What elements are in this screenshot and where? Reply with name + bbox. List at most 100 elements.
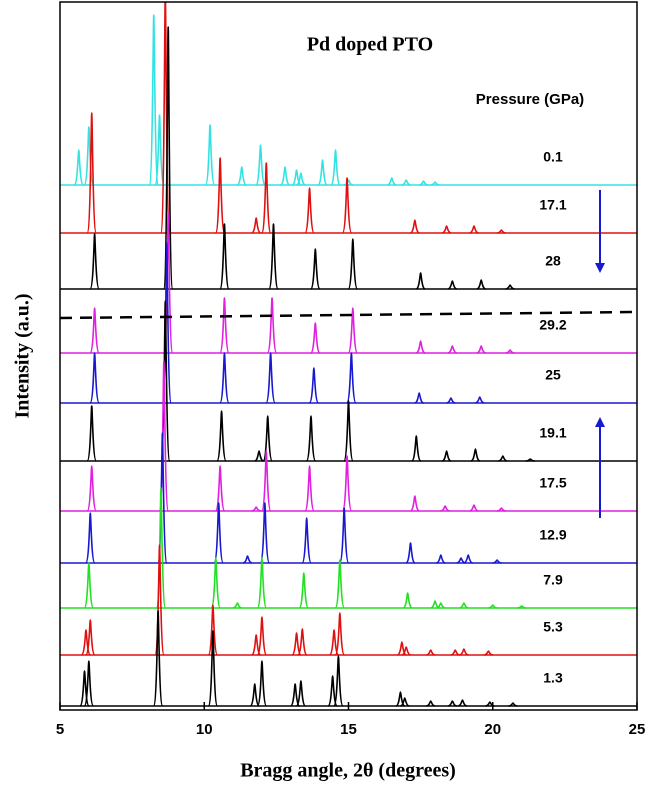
series-label: 25 — [545, 367, 561, 383]
peak — [476, 345, 486, 354]
peak — [280, 166, 290, 186]
peak — [260, 450, 272, 512]
peak — [89, 352, 100, 404]
peak — [295, 680, 307, 707]
peak — [447, 345, 458, 354]
peak — [341, 455, 353, 512]
peak — [401, 646, 411, 656]
peak — [346, 352, 357, 404]
peak — [213, 502, 224, 564]
peak — [305, 415, 317, 462]
peak — [86, 405, 98, 462]
peak — [310, 322, 321, 354]
peak — [459, 648, 469, 656]
peak — [310, 248, 321, 290]
peak — [256, 616, 268, 656]
peak — [334, 559, 346, 609]
x-tick-label: 15 — [340, 721, 357, 738]
x-tick-label: 25 — [629, 721, 646, 738]
peak — [414, 392, 424, 404]
peak — [259, 502, 271, 564]
peak — [148, 14, 160, 186]
peak — [162, 26, 174, 290]
peak — [73, 149, 85, 186]
peak — [154, 114, 165, 186]
peak — [401, 179, 411, 186]
peak — [89, 307, 100, 354]
series-label: 5.3 — [543, 619, 563, 635]
peak — [446, 397, 456, 404]
peak — [216, 410, 227, 462]
peak — [476, 279, 486, 290]
peak — [86, 465, 98, 512]
peak — [456, 557, 466, 564]
peak — [251, 217, 262, 234]
chart-title: Pd doped PTO — [307, 34, 433, 56]
peak — [347, 238, 359, 290]
peak — [483, 650, 494, 656]
peak — [266, 297, 278, 354]
peak — [415, 272, 426, 290]
peak — [409, 495, 420, 512]
peak — [301, 517, 312, 564]
peak — [405, 542, 416, 564]
peak — [517, 605, 527, 609]
peak — [387, 177, 397, 186]
peak — [152, 610, 164, 707]
peak — [343, 400, 354, 462]
peak — [411, 435, 422, 462]
peak — [430, 600, 440, 609]
peak — [204, 124, 216, 186]
peak — [83, 562, 95, 609]
peak — [334, 612, 346, 656]
series-label: 0.1 — [543, 149, 563, 165]
peak — [207, 604, 219, 656]
peak — [341, 177, 353, 234]
peak — [328, 629, 340, 656]
peak — [232, 602, 243, 609]
peak — [249, 683, 261, 707]
series-label: 1.3 — [543, 670, 563, 686]
peak — [525, 458, 535, 462]
peak — [440, 505, 450, 512]
peak — [327, 675, 338, 707]
x-tick-label: 20 — [484, 721, 501, 738]
series-label: 17.1 — [539, 197, 566, 213]
peak — [214, 157, 226, 234]
peak — [317, 159, 328, 186]
x-tick-label: 5 — [56, 721, 64, 738]
peak — [250, 634, 262, 656]
peak — [85, 512, 96, 564]
peak — [402, 592, 413, 609]
plot-frame — [59, 1, 638, 711]
peak — [289, 683, 301, 707]
peak — [450, 649, 460, 656]
peak — [219, 223, 230, 290]
peak — [447, 700, 457, 707]
peak — [415, 340, 426, 354]
peak — [488, 604, 498, 609]
peak — [262, 415, 274, 462]
legend-title: Pressure (GPa) — [476, 91, 584, 108]
peak — [441, 225, 452, 234]
peak — [210, 557, 222, 609]
peak — [505, 284, 515, 290]
peak — [256, 660, 268, 707]
x-tick-label: 10 — [196, 721, 213, 738]
peak — [296, 172, 306, 186]
peak — [469, 504, 479, 512]
y-axis-label: Intensity (a.u.) — [12, 293, 34, 418]
peak — [508, 702, 518, 707]
peak — [236, 166, 247, 186]
peak — [436, 554, 446, 564]
peak — [505, 349, 515, 354]
peak — [492, 559, 502, 564]
peak — [441, 450, 452, 462]
peak — [457, 699, 468, 707]
peak — [251, 506, 261, 512]
peak — [255, 144, 266, 186]
peak — [459, 602, 469, 609]
peak — [298, 572, 310, 609]
peak — [447, 280, 458, 290]
peak — [291, 632, 302, 656]
